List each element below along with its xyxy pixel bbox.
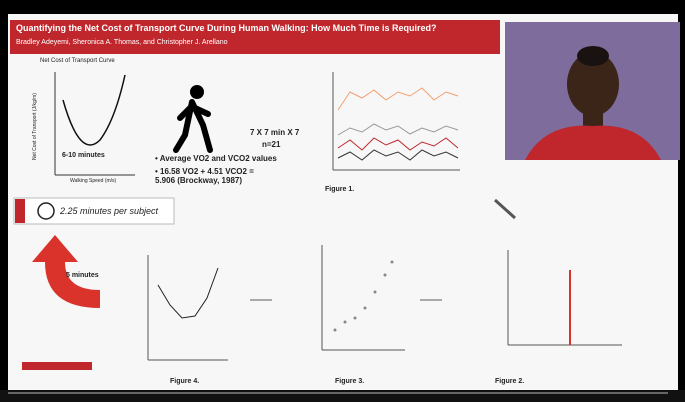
curve-title: Net Cost of Transport Curve xyxy=(40,58,115,64)
logo-bar xyxy=(22,362,92,370)
figure-caption: Figure 1. xyxy=(325,186,355,193)
trace xyxy=(337,149,459,161)
time-box xyxy=(13,197,175,225)
slide-title: Quantifying the Net Cost of Transport Cu… xyxy=(16,23,437,33)
walker-icon xyxy=(190,85,204,99)
bullet-text: 16.58 VO2 + 4.51 VCO2 = 5.906 (Brockway,… xyxy=(155,167,254,185)
trace xyxy=(337,87,459,111)
webcam xyxy=(505,22,680,160)
figure-caption: Figure 4. xyxy=(170,378,200,385)
bullet-text: Average VO2 and VCO2 values xyxy=(159,154,277,163)
authors: Bradley Adeyemi, Sheronica A. Thomas, an… xyxy=(16,39,228,46)
curve xyxy=(62,74,126,146)
figure-caption: Figure 3. xyxy=(335,378,365,385)
sample: n=21 xyxy=(262,140,281,149)
points xyxy=(333,260,394,332)
bullet: • 16.58 VO2 + 4.51 VCO2 = 5.906 (Brockwa… xyxy=(155,167,254,185)
stopwatch-icon xyxy=(37,202,55,220)
trace xyxy=(157,267,219,319)
connector xyxy=(493,198,517,220)
title-banner: Quantifying the Net Cost of Transport Cu… xyxy=(10,20,500,54)
player-controls[interactable] xyxy=(0,390,685,402)
walker-icon xyxy=(173,99,213,153)
bullet: • Average VO2 and VCO2 values xyxy=(155,154,277,163)
protocol: 7 X 7 min X 7 xyxy=(250,128,300,137)
arrow-note: 5 minutes xyxy=(66,272,99,279)
time-marker xyxy=(15,199,25,223)
progress-bar[interactable] xyxy=(8,392,668,394)
arrow xyxy=(32,235,100,308)
curve-y-label: Net Cost of Transport (J/kg/m) xyxy=(32,93,38,160)
curve-x-label: Walking Speed (m/s) xyxy=(70,178,117,184)
time-per-subject: 2.25 minutes per subject xyxy=(60,206,159,216)
figure-caption: Figure 2. xyxy=(495,378,525,385)
trace xyxy=(337,123,459,136)
presenter xyxy=(525,46,661,160)
curve-note: 6-10 minutes xyxy=(62,152,105,159)
trace xyxy=(337,137,459,151)
